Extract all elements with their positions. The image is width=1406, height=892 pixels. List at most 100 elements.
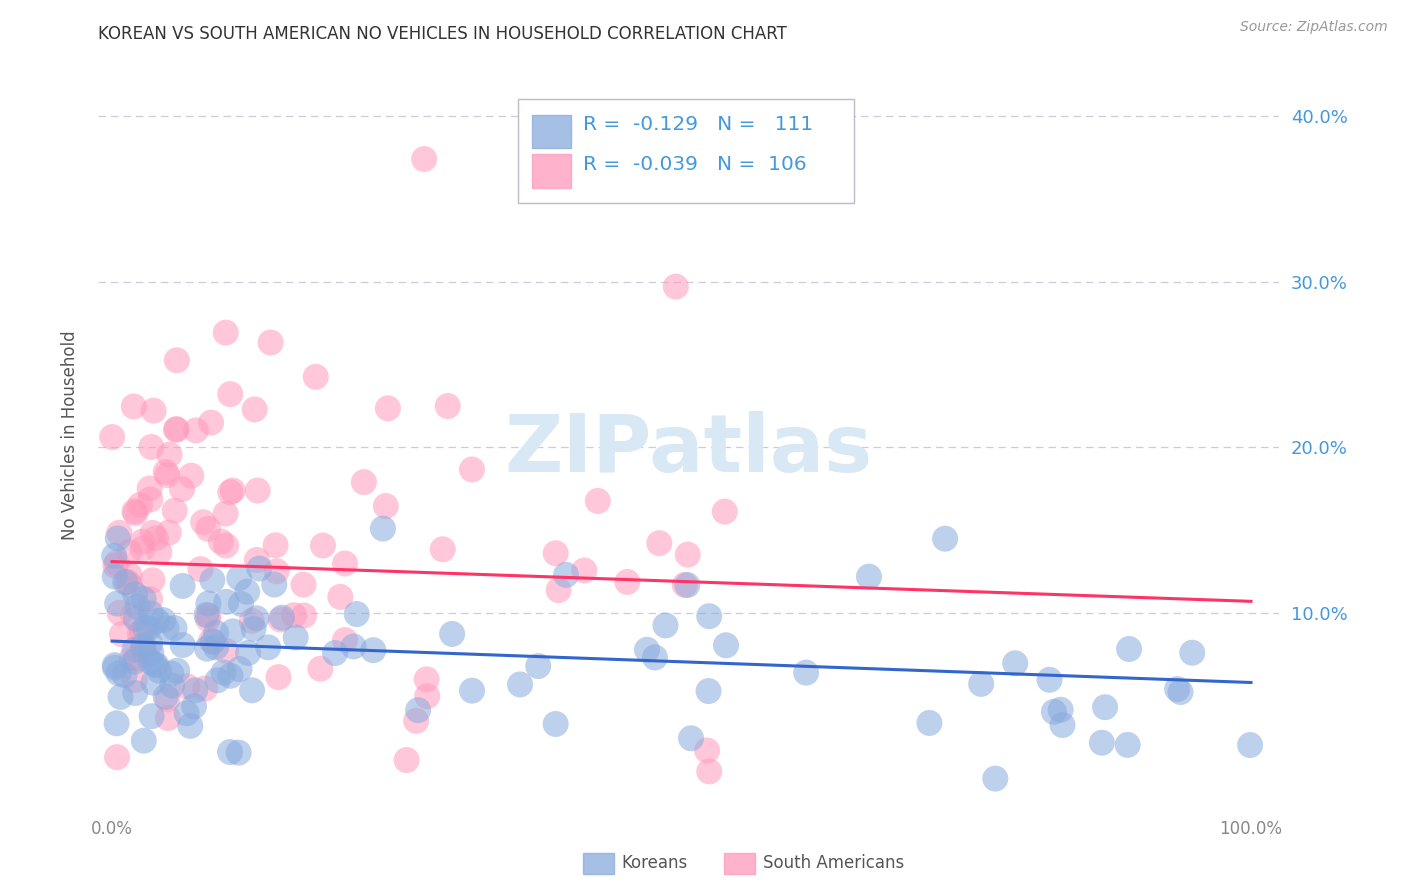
Point xyxy=(124,673,146,687)
Point xyxy=(155,690,177,704)
Point xyxy=(527,659,550,673)
Point xyxy=(970,677,993,691)
Point xyxy=(697,609,720,624)
Point xyxy=(141,709,163,723)
Point xyxy=(104,558,127,573)
Point xyxy=(1094,700,1116,714)
Point xyxy=(194,681,217,696)
Point xyxy=(292,577,315,591)
Point xyxy=(1118,642,1140,657)
Point xyxy=(918,715,941,730)
Point xyxy=(166,664,188,678)
Point xyxy=(263,577,285,591)
Point xyxy=(696,743,718,757)
Point xyxy=(148,664,170,678)
Point xyxy=(984,772,1007,786)
Point xyxy=(118,568,141,582)
Point xyxy=(259,335,281,350)
Point xyxy=(441,627,464,641)
Point xyxy=(205,640,228,655)
Point xyxy=(544,717,567,731)
Point xyxy=(215,595,238,609)
Point xyxy=(329,590,352,604)
Point xyxy=(1038,673,1060,687)
Point xyxy=(131,625,153,640)
Text: KOREAN VS SOUTH AMERICAN NO VEHICLES IN HOUSEHOLD CORRELATION CHART: KOREAN VS SOUTH AMERICAN NO VEHICLES IN … xyxy=(98,25,787,43)
Point xyxy=(184,423,207,437)
Point xyxy=(1049,703,1071,717)
Point xyxy=(125,612,148,626)
Point xyxy=(679,731,702,746)
Point xyxy=(714,638,737,652)
Point xyxy=(676,548,699,562)
Point xyxy=(413,152,436,166)
Point xyxy=(155,621,177,635)
Point xyxy=(676,578,699,592)
Point xyxy=(212,665,235,680)
Point xyxy=(228,571,250,585)
Point xyxy=(219,745,242,759)
Point xyxy=(215,326,238,340)
Point xyxy=(219,669,242,683)
Point xyxy=(184,683,207,698)
Point xyxy=(616,574,638,589)
Point xyxy=(108,606,131,620)
Point xyxy=(267,670,290,684)
Point xyxy=(139,492,162,507)
Point xyxy=(1166,682,1188,697)
Point xyxy=(648,536,671,550)
Text: ZIPatlas: ZIPatlas xyxy=(505,411,873,489)
Point xyxy=(152,613,174,627)
Point xyxy=(219,387,242,401)
Point xyxy=(283,608,305,623)
Text: South Americans: South Americans xyxy=(763,855,904,872)
Point xyxy=(697,684,720,698)
Point xyxy=(374,499,396,513)
Point xyxy=(201,573,224,587)
Point xyxy=(179,719,201,733)
Point xyxy=(142,403,165,417)
Point xyxy=(142,675,165,690)
Point xyxy=(934,532,956,546)
Point xyxy=(240,683,263,698)
Point xyxy=(160,666,183,681)
Point xyxy=(266,564,288,578)
Point xyxy=(665,279,688,293)
Text: R =  -0.039   N =  106: R = -0.039 N = 106 xyxy=(582,154,806,174)
Point xyxy=(156,468,179,483)
Point xyxy=(131,541,153,556)
Point xyxy=(132,640,155,655)
Point xyxy=(229,597,252,611)
Text: R =  -0.129   N =   111: R = -0.129 N = 111 xyxy=(582,115,813,134)
Point xyxy=(461,462,484,476)
Point xyxy=(176,706,198,721)
Point xyxy=(271,610,294,624)
Point xyxy=(333,557,356,571)
Point xyxy=(794,665,817,680)
Point xyxy=(509,677,531,691)
Point xyxy=(104,569,127,583)
Point xyxy=(544,546,567,560)
Point xyxy=(200,633,222,648)
Point xyxy=(145,658,167,673)
Point xyxy=(124,506,146,520)
Point xyxy=(103,549,125,563)
Point xyxy=(209,534,232,549)
Point xyxy=(461,683,484,698)
Point xyxy=(105,597,128,611)
Point xyxy=(172,638,194,652)
Point xyxy=(586,494,609,508)
Point xyxy=(416,689,439,703)
Point xyxy=(197,612,219,626)
Point xyxy=(323,646,346,660)
Point xyxy=(1239,738,1261,752)
Point xyxy=(156,711,179,725)
Point xyxy=(165,423,187,437)
Point xyxy=(129,498,152,512)
Point xyxy=(245,611,267,625)
Point xyxy=(673,578,696,592)
Point xyxy=(636,642,658,657)
Point xyxy=(118,545,141,559)
Point xyxy=(131,534,153,549)
Point xyxy=(197,597,219,611)
